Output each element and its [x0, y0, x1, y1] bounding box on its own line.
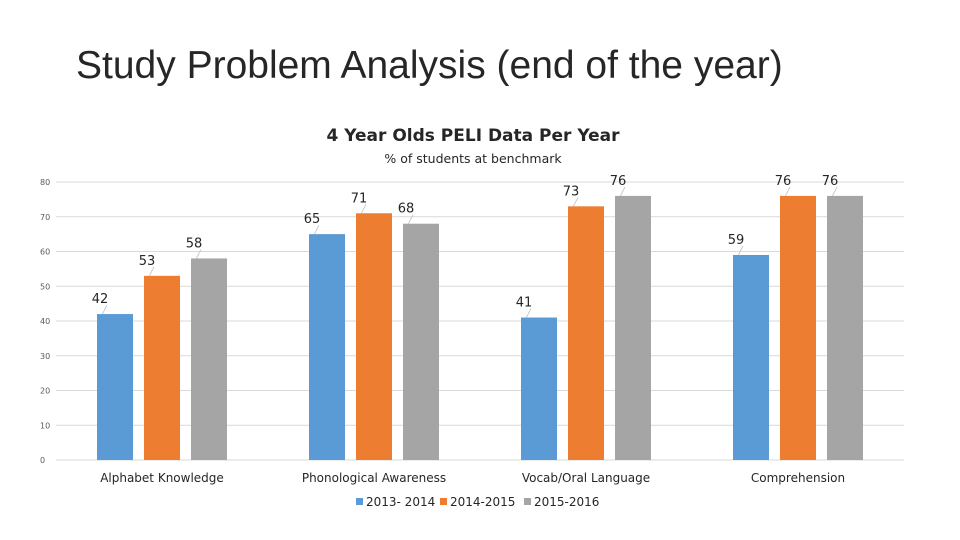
legend-label: 2014-2015 — [450, 495, 515, 509]
legend: 2013- 2014 2014-2015 2015-2016 — [356, 495, 599, 509]
y-tick-label: 20 — [40, 387, 50, 396]
bar — [144, 275, 180, 460]
category-label: Comprehension — [751, 471, 845, 485]
data-label: 53 — [139, 254, 156, 269]
bar — [521, 317, 557, 460]
bar — [403, 223, 439, 460]
data-label: 65 — [304, 212, 321, 227]
y-tick-label: 70 — [40, 213, 50, 222]
bars — [97, 195, 863, 460]
bar — [191, 258, 227, 460]
y-tick-label: 50 — [40, 282, 50, 291]
leader-line — [102, 304, 108, 315]
bar — [733, 254, 769, 460]
data-label: 42 — [92, 292, 109, 307]
y-axis-ticks: 0 10 20 30 40 50 60 70 80 — [40, 178, 50, 465]
bar — [827, 195, 863, 460]
bar — [97, 314, 133, 460]
legend-swatch — [440, 498, 447, 505]
data-labels: 42 53 58 65 71 68 41 73 76 59 76 76 — [92, 174, 839, 318]
data-label: 71 — [351, 191, 368, 206]
leader-line — [361, 204, 367, 214]
chart-title: 4 Year Olds PELI Data Per Year — [327, 126, 621, 146]
leader-line — [196, 249, 202, 259]
bar — [615, 195, 651, 460]
data-label: 76 — [822, 174, 839, 189]
leader-line — [738, 245, 744, 256]
legend-label: 2013- 2014 — [366, 495, 435, 509]
chart-subtitle: % of students at benchmark — [384, 151, 562, 166]
leader-line — [785, 186, 791, 197]
leader-line — [314, 224, 320, 235]
bar — [568, 206, 604, 460]
category-label: Phonological Awareness — [302, 471, 446, 485]
gridlines — [56, 181, 904, 461]
category-labels: Alphabet Knowledge Phonological Awareness… — [100, 471, 845, 485]
leader-line — [408, 214, 414, 224]
y-tick-label: 60 — [40, 248, 50, 257]
bar — [309, 234, 345, 460]
leader-line — [620, 186, 626, 197]
y-tick-label: 0 — [40, 456, 45, 465]
bar — [356, 213, 392, 460]
leader-line — [573, 197, 579, 207]
leader-line — [832, 186, 838, 197]
category-label: Alphabet Knowledge — [100, 471, 224, 485]
data-label: 59 — [728, 233, 745, 248]
bar — [780, 195, 816, 460]
y-tick-label: 10 — [40, 421, 50, 430]
y-tick-label: 40 — [40, 317, 50, 326]
legend-label: 2015-2016 — [534, 495, 599, 509]
y-tick-label: 30 — [40, 352, 50, 361]
data-label: 68 — [398, 202, 415, 217]
data-label: 76 — [775, 174, 792, 189]
data-label: 41 — [516, 296, 533, 311]
leader-line — [526, 308, 532, 318]
legend-swatch — [356, 498, 363, 505]
data-label: 58 — [186, 236, 203, 251]
data-label: 76 — [610, 174, 627, 189]
leader-line — [149, 266, 155, 277]
legend-swatch — [524, 498, 531, 505]
category-label: Vocab/Oral Language — [522, 471, 650, 485]
y-tick-label: 80 — [40, 178, 50, 187]
slide-title: Study Problem Analysis (end of the year) — [76, 44, 783, 87]
data-label: 73 — [563, 184, 580, 199]
